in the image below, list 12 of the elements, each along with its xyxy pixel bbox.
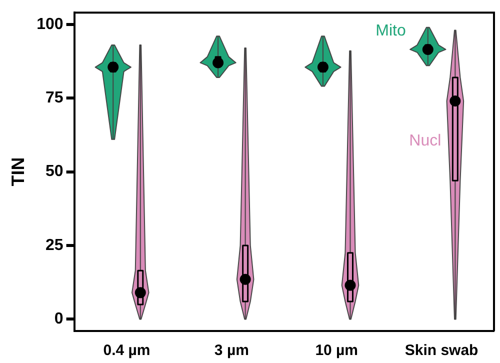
y-tick-label: 50 <box>46 163 64 180</box>
x-tick-label: 0.4 µm <box>103 342 150 360</box>
y-tick-label: 0 <box>54 310 64 328</box>
x-tick-label: Skin swab <box>404 342 478 360</box>
y-tick-label: 100 <box>36 16 64 33</box>
series-label: Nucl <box>409 132 442 150</box>
series-label: Mito <box>376 22 406 40</box>
y-tick-label: 25 <box>46 236 64 254</box>
y-tick-label: 75 <box>46 90 64 107</box>
x-tick-label: 10 µm <box>315 342 358 360</box>
x-tick-label: 3 µm <box>214 342 249 360</box>
y-axis-title: TIN <box>8 157 28 186</box>
